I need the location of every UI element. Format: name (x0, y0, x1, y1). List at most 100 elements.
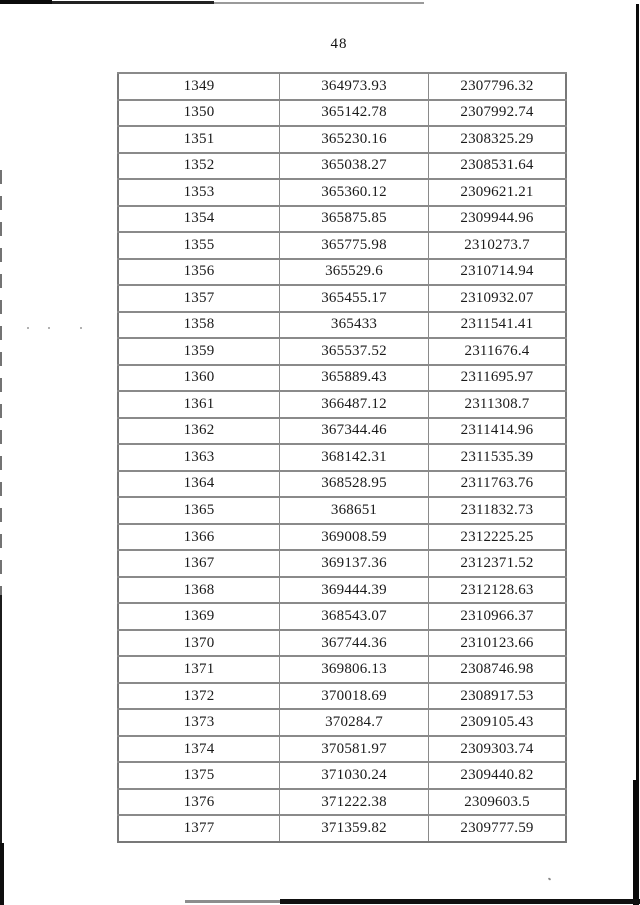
table-cell: 1367 (117, 549, 280, 578)
table-cell: 370018.69 (279, 681, 429, 710)
page-number: 48 (330, 36, 348, 52)
scan-speckle (48, 327, 50, 329)
table-cell: 1363 (117, 443, 280, 472)
table-cell: 2308917.53 (428, 681, 567, 710)
table-row: 1354 365875.85 2309944.96 (117, 204, 567, 233)
table-cell: 2310123.66 (428, 628, 567, 657)
table-cell: 1366 (117, 522, 280, 551)
table-row: 1352 365038.27 2308531.64 (117, 151, 567, 180)
table-cell: 1360 (117, 363, 280, 392)
scan-artifact-right (636, 4, 639, 905)
table-cell: 2310966.37 (428, 602, 567, 631)
table-row: 1360 365889.43 2311695.97 (117, 363, 567, 392)
table-cell: 370284.7 (279, 708, 429, 737)
table-cell: 369137.36 (279, 549, 429, 578)
table-cell: 365529.6 (279, 257, 429, 286)
table-cell: 2311541.41 (428, 310, 567, 339)
table-cell: 1359 (117, 337, 280, 366)
table-cell: 2311676.4 (428, 337, 567, 366)
table-cell: 1365 (117, 496, 280, 525)
table-cell: 2312225.25 (428, 522, 567, 551)
scan-artifact-left-thick (0, 843, 4, 905)
table-cell: 1352 (117, 151, 280, 180)
table-cell: 371222.38 (279, 787, 429, 816)
table-cell: 368142.31 (279, 443, 429, 472)
table-row: 1365 368651 2311832.73 (117, 496, 567, 525)
table-cell: 369444.39 (279, 575, 429, 604)
table-cell: 2310932.07 (428, 284, 567, 313)
table-row: 1372 370018.69 2308917.53 (117, 681, 567, 710)
table-cell: 2309105.43 (428, 708, 567, 737)
table-cell: 371359.82 (279, 814, 429, 843)
table-cell: 2309944.96 (428, 204, 567, 233)
table-cell: 1368 (117, 575, 280, 604)
table-cell: 1362 (117, 416, 280, 445)
table-cell: 2312128.63 (428, 575, 567, 604)
table-row: 1357 365455.17 2310932.07 (117, 284, 567, 313)
table-row: 1366 369008.59 2312225.25 (117, 522, 567, 551)
table-row: 1351 365230.16 2308325.29 (117, 125, 567, 154)
table-cell: 2307796.32 (428, 72, 567, 101)
scan-artifact-bottom-gray (185, 900, 285, 903)
table-row: 1349 364973.93 2307796.32 (117, 72, 567, 101)
table-cell: 365230.16 (279, 125, 429, 154)
table-cell: 2309777.59 (428, 814, 567, 843)
scan-artifact-right-thick (633, 780, 639, 905)
table-row: 1377 371359.82 2309777.59 (117, 814, 567, 843)
table-cell: 2308746.98 (428, 655, 567, 684)
table-cell: 2308325.29 (428, 125, 567, 154)
table-cell: 1358 (117, 310, 280, 339)
table-cell: 1370 (117, 628, 280, 657)
table-cell: 365889.43 (279, 363, 429, 392)
table-cell: 2312371.52 (428, 549, 567, 578)
table-cell: 365142.78 (279, 98, 429, 127)
table-cell: 1356 (117, 257, 280, 286)
table-cell: 369008.59 (279, 522, 429, 551)
table-cell: 1361 (117, 390, 280, 419)
table-cell: 366487.12 (279, 390, 429, 419)
table-cell: 364973.93 (279, 72, 429, 101)
table-row: 1371 369806.13 2308746.98 (117, 655, 567, 684)
table-cell: 365537.52 (279, 337, 429, 366)
table-row: 1370 367744.36 2310123.66 (117, 628, 567, 657)
table-body: 1349 364973.93 2307796.32 1350 365142.78 2307… (117, 72, 567, 843)
table-cell: 1374 (117, 734, 280, 763)
table-cell: 2311308.7 (428, 390, 567, 419)
table-row: 1373 370284.7 2309105.43 (117, 708, 567, 737)
table-cell: 368543.07 (279, 602, 429, 631)
table-row: 1355 365775.98 2310273.7 (117, 231, 567, 260)
table-row: 1361 366487.12 2311308.7 (117, 390, 567, 419)
table-cell: 2309303.74 (428, 734, 567, 763)
table-row: 1376 371222.38 2309603.5 (117, 787, 567, 816)
table-cell: 2311832.73 (428, 496, 567, 525)
table-row: 1367 369137.36 2312371.52 (117, 549, 567, 578)
table-row: 1350 365142.78 2307992.74 (117, 98, 567, 127)
table-row: 1368 369444.39 2312128.63 (117, 575, 567, 604)
table-cell: 1372 (117, 681, 280, 710)
scan-speckle (547, 877, 552, 881)
table-cell: 2310273.7 (428, 231, 567, 260)
table-cell: 2311695.97 (428, 363, 567, 392)
table-cell: 1351 (117, 125, 280, 154)
scan-artifact-top-gray (214, 2, 424, 4)
table-cell: 1349 (117, 72, 280, 101)
table-cell: 369806.13 (279, 655, 429, 684)
table-cell: 368528.95 (279, 469, 429, 498)
table-row: 1353 365360.12 2309621.21 (117, 178, 567, 207)
table-row: 1374 370581.97 2309303.74 (117, 734, 567, 763)
table-cell: 2311763.76 (428, 469, 567, 498)
table-cell: 365455.17 (279, 284, 429, 313)
table-cell: 2311414.96 (428, 416, 567, 445)
table-row: 1364 368528.95 2311763.76 (117, 469, 567, 498)
scan-artifact-bottom-dark (280, 899, 640, 904)
table-cell: 1357 (117, 284, 280, 313)
table-cell: 1364 (117, 469, 280, 498)
scan-artifact-top-mid (52, 1, 214, 4)
table-cell: 365875.85 (279, 204, 429, 233)
scan-artifact-left-solid (0, 595, 2, 905)
scan-artifact-top-dark (0, 0, 52, 4)
table-cell: 2307992.74 (428, 98, 567, 127)
table-cell: 1376 (117, 787, 280, 816)
table-row: 1369 368543.07 2310966.37 (117, 602, 567, 631)
